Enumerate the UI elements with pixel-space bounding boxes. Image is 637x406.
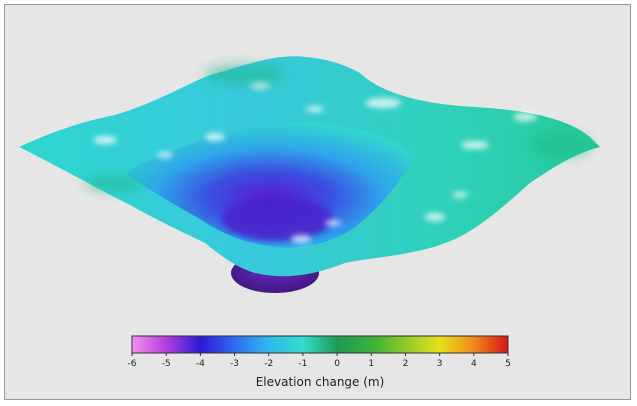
colorbar-tick-label: 2 <box>403 359 409 369</box>
colorbar-tick-label: -4 <box>196 359 205 369</box>
colorbar-tick-label: 1 <box>368 359 374 369</box>
colorbar: -6 -5 -4 -3 -2 -1 0 1 2 3 4 5 Elevation change (m) <box>128 335 511 389</box>
colorbar-tick-label: -5 <box>162 359 171 369</box>
colorbar-tick-label: -1 <box>298 359 307 369</box>
colorbar-tick-label: -6 <box>128 359 137 369</box>
colorbar-ticks: -6 -5 -4 -3 -2 -1 0 1 2 3 4 5 <box>128 353 511 369</box>
chart-frame: -6 -5 -4 -3 -2 -1 0 1 2 3 4 5 Elevation change (m) <box>4 4 631 400</box>
colorbar-border <box>131 335 509 354</box>
colorbar-swatches <box>132 336 508 353</box>
colorbar-tick-label: 0 <box>334 359 340 369</box>
pit-core <box>222 197 332 241</box>
colorbar-tick-label: 4 <box>471 359 477 369</box>
colorbar-tick-label: 3 <box>437 359 443 369</box>
colorbar-gradient <box>132 336 508 353</box>
pit-surface <box>125 122 415 248</box>
rim-edges <box>85 65 590 191</box>
colorbar-tick-label: 5 <box>505 359 511 369</box>
elevation-surface <box>19 56 600 293</box>
elevation-surface-chart: -6 -5 -4 -3 -2 -1 0 1 2 3 4 5 Elevation change (m) <box>19 56 600 389</box>
colorbar-tick-label: -3 <box>230 359 239 369</box>
colorbar-label: Elevation change (m) <box>256 375 385 389</box>
colorbar-tick-label: -2 <box>264 359 273 369</box>
